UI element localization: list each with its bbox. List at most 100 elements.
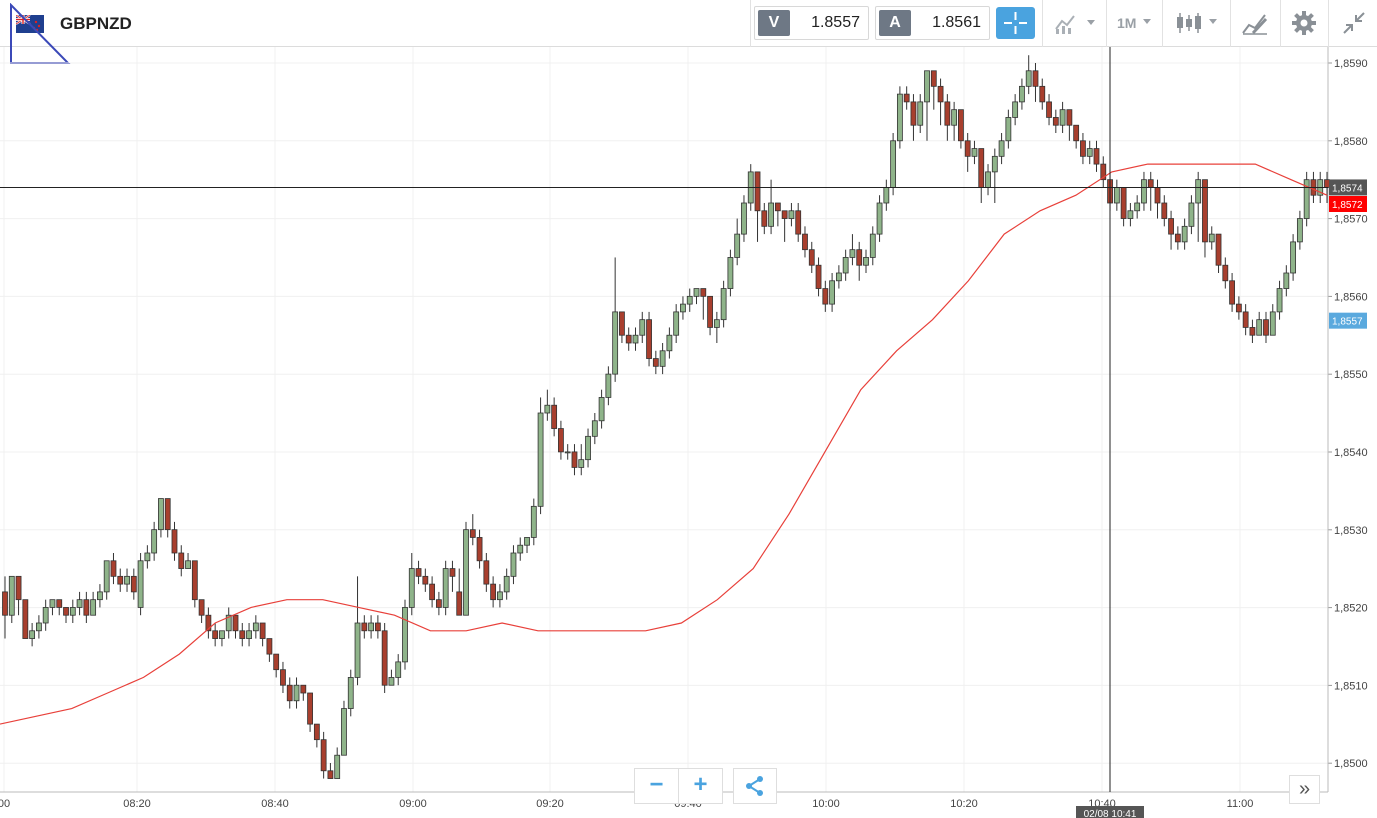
candle-body [205,614,212,632]
compare-icon [1055,15,1075,34]
candle-body [666,334,673,352]
candle-body [327,770,334,779]
candle-body [890,140,897,188]
candle-body [856,249,863,266]
candle-body [1046,101,1052,118]
candle-body [49,599,56,608]
settings-button[interactable] [1286,7,1322,39]
candle-body [490,583,497,601]
fullscreen-icon [1343,12,1365,34]
candle-body [1168,218,1174,235]
candle-body [442,568,449,608]
candle-body [788,210,795,219]
candle-body [435,599,442,608]
candle-body [232,614,239,632]
x-tick-label: 10:20 [950,798,978,810]
candle-body [1174,233,1181,243]
scroll-right-button[interactable]: » [1289,775,1320,804]
x-tick-label: 08:20 [123,798,151,810]
candle-body [802,233,808,251]
candle-body [388,677,395,686]
last-price-label: 1,8572 [1332,200,1363,211]
candle-body [944,101,951,126]
candle-body [1025,70,1032,87]
share-button[interactable] [733,768,777,804]
candle-body [544,404,551,414]
candle-body [1141,179,1147,204]
candle-body [978,148,985,188]
candle-body [374,622,381,632]
ask-price-label: 1,8557 [1332,317,1363,328]
y-tick-label: 1,8530 [1334,525,1368,537]
candle-body [863,257,869,266]
timeframe-button[interactable]: 1M [1110,7,1158,39]
candle-body [266,638,273,655]
candle-body [320,739,327,772]
buy-price-box[interactable]: A 1.8561 [875,6,990,40]
candle-body [822,288,829,305]
candle-body [1202,179,1208,243]
candle-body [564,451,571,454]
candle-body [924,70,930,103]
candle-body [35,622,42,632]
candle-body [198,599,205,616]
candle-body [103,560,110,593]
candle-body [917,101,924,126]
candle-body [1290,241,1297,274]
candle-body [1039,85,1046,103]
candle-body [97,591,103,601]
candle-body [591,420,598,437]
candle-body [524,537,530,546]
candle-body [1161,202,1168,219]
y-tick-label: 1,8540 [1334,447,1368,459]
chart-type-button[interactable] [1170,7,1225,39]
candle-body [42,607,49,624]
candle-body [686,295,693,305]
candle-body [144,552,151,562]
candle-body [1120,187,1127,219]
crosshair-button[interactable] [996,7,1035,39]
zoom-in-button[interactable]: + [678,768,723,804]
candle-body [334,754,341,779]
candle-body [1208,233,1215,243]
sell-price: 1.8557 [811,14,860,31]
price-chart[interactable]: 1,8590 1,8580 1,8570 1,8560 1,8550 1,8540 1,85… [0,47,1377,818]
candle-body [280,669,286,686]
candle-body [137,560,144,608]
timeframe-chevron-down-icon [1143,19,1151,24]
zoom-out-button[interactable]: − [634,768,679,804]
candle-body [632,334,639,344]
crosshair-time-label: 02/08 10:41 [1084,809,1137,818]
candle-body [1215,233,1222,266]
candle-body [1012,101,1019,118]
buy-label: A [879,10,911,36]
candle-body [449,568,456,577]
candle-body [680,303,686,313]
candle-body [510,552,517,577]
candle-body [727,257,734,289]
candle-body [469,529,476,538]
candle-body [937,85,944,103]
candle-body [22,599,29,639]
candle-body [185,560,191,569]
candle-body [713,319,720,328]
candle-body [883,187,890,204]
candle-body [971,148,978,157]
candle-body [964,140,971,157]
candle-body [930,70,937,87]
compare-button[interactable] [1050,7,1100,39]
fullscreen-button[interactable] [1336,7,1372,39]
drawing-tools-button[interactable] [1236,7,1274,39]
candle-body [402,607,408,663]
candle-body [307,692,313,725]
drawing-icon [1242,14,1268,35]
candle-body [1222,264,1229,282]
gear-icon [1292,11,1316,35]
candle-body [497,591,503,601]
candle-body [117,575,124,585]
candle-body [1296,218,1303,243]
chart-area[interactable]: 1,8590 1,8580 1,8570 1,8560 1,8550 1,8540 1,85… [0,47,1377,818]
y-tick-label: 1,8500 [1334,758,1368,770]
y-tick-label: 1,8570 [1334,214,1368,226]
sell-price-box[interactable]: V 1.8557 [754,6,869,40]
